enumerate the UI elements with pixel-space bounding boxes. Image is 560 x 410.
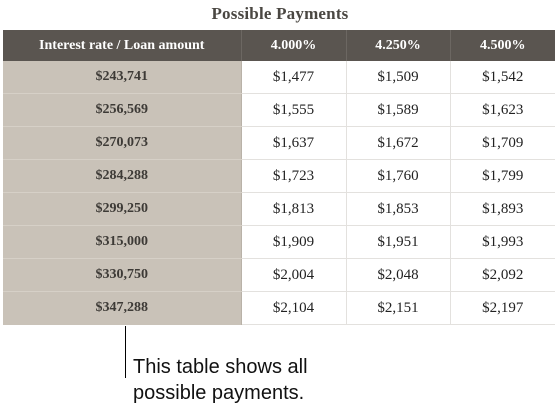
table-row: $270,073 $1,637 $1,672 $1,709: [3, 126, 555, 160]
payment-cell[interactable]: $1,813: [241, 192, 347, 226]
table-row: $330,750 $2,004 $2,048 $2,092: [3, 258, 555, 292]
payment-cell[interactable]: $1,509: [346, 61, 451, 94]
payment-cell[interactable]: $1,799: [450, 159, 555, 193]
payment-cell[interactable]: $1,672: [346, 126, 451, 160]
payment-cell[interactable]: $1,723: [241, 159, 347, 193]
payment-cell[interactable]: $1,623: [450, 93, 555, 127]
payment-cell[interactable]: $2,197: [450, 291, 555, 325]
table-row: $243,741 $1,477 $1,509 $1,542: [3, 61, 555, 94]
corner-header-cell[interactable]: Interest rate / Loan amount: [3, 30, 242, 61]
payment-cell[interactable]: $1,589: [346, 93, 451, 127]
rate-header-cell[interactable]: 4.500%: [450, 30, 555, 61]
payment-cell[interactable]: $2,092: [450, 258, 555, 292]
payment-cell[interactable]: $1,709: [450, 126, 555, 160]
payment-cell[interactable]: $1,760: [346, 159, 451, 193]
callout-text: This table shows all possible payments.: [133, 354, 353, 406]
table-row: $299,250 $1,813 $1,853 $1,893: [3, 192, 555, 226]
payment-cell[interactable]: $1,542: [450, 61, 555, 94]
loan-amount-cell[interactable]: $330,750: [3, 258, 242, 292]
loan-amount-cell[interactable]: $243,741: [3, 61, 242, 94]
loan-amount-cell[interactable]: $270,073: [3, 126, 242, 160]
loan-amount-cell[interactable]: $256,569: [3, 93, 242, 127]
payment-cell[interactable]: $1,477: [241, 61, 347, 94]
table-row: $284,288 $1,723 $1,760 $1,799: [3, 159, 555, 193]
payment-cell[interactable]: $1,853: [346, 192, 451, 226]
table-row: $256,569 $1,555 $1,589 $1,623: [3, 93, 555, 127]
payment-cell[interactable]: $1,909: [241, 225, 347, 259]
rate-header-cell[interactable]: 4.000%: [241, 30, 347, 61]
payment-cell[interactable]: $1,893: [450, 192, 555, 226]
table-row: $347,288 $2,104 $2,151 $2,197: [3, 291, 555, 325]
payment-cell[interactable]: $1,637: [241, 126, 347, 160]
payment-cell[interactable]: $2,004: [241, 258, 347, 292]
loan-amount-cell[interactable]: $299,250: [3, 192, 242, 226]
header-row: Interest rate / Loan amount 4.000% 4.250…: [3, 30, 555, 61]
loan-amount-cell[interactable]: $347,288: [3, 291, 242, 325]
payment-cell[interactable]: $2,151: [346, 291, 451, 325]
callout-line: [125, 326, 126, 378]
loan-amount-cell[interactable]: $315,000: [3, 225, 242, 259]
payment-cell[interactable]: $2,048: [346, 258, 451, 292]
table-title: Possible Payments: [211, 4, 349, 23]
callout-line-2: possible payments.: [133, 382, 305, 404]
payments-table: Interest rate / Loan amount 4.000% 4.250…: [3, 30, 555, 325]
rate-header-cell[interactable]: 4.250%: [346, 30, 451, 61]
loan-amount-cell[interactable]: $284,288: [3, 159, 242, 193]
payment-cell[interactable]: $1,555: [241, 93, 347, 127]
callout-line-1: This table shows all: [133, 356, 308, 378]
payment-cell[interactable]: $1,993: [450, 225, 555, 259]
payment-cell[interactable]: $2,104: [241, 291, 347, 325]
table-row: $315,000 $1,909 $1,951 $1,993: [3, 225, 555, 259]
payment-cell[interactable]: $1,951: [346, 225, 451, 259]
